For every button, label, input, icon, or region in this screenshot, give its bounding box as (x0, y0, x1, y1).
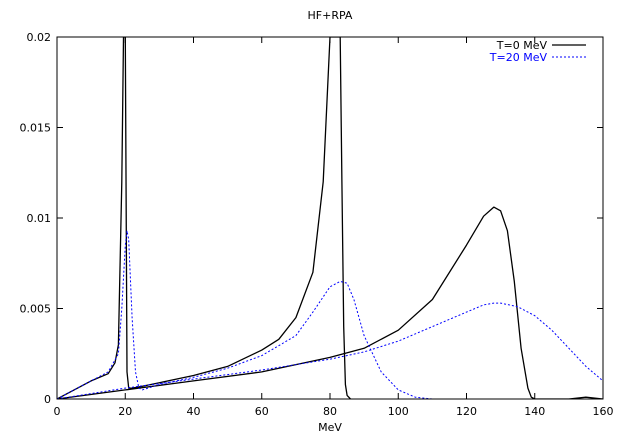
x-tick-label: 140 (524, 405, 545, 418)
x-tick-label: 100 (388, 405, 409, 418)
x-tick-label: 80 (323, 405, 337, 418)
y-tick-label: 0.01 (27, 212, 52, 225)
x-tick-label: 0 (54, 405, 61, 418)
x-tick-label: 20 (118, 405, 132, 418)
series-line-3 (57, 230, 433, 399)
y-tick-label: 0.015 (20, 122, 52, 135)
x-tick-label: 120 (456, 405, 477, 418)
legend-label: T=0 MeV (496, 39, 548, 52)
x-tick-label: 60 (255, 405, 269, 418)
legend-label: T=20 MeV (489, 51, 548, 64)
series-line-1 (57, 37, 351, 399)
x-tick-label: 40 (187, 405, 201, 418)
x-tick-label: 160 (593, 405, 614, 418)
y-tick-label: 0.02 (27, 31, 52, 44)
x-axis-label: MeV (318, 421, 342, 434)
y-tick-label: 0 (44, 393, 51, 406)
series-line-2 (57, 206, 603, 399)
y-tick-label: 0.005 (20, 303, 52, 316)
chart-title: HF+RPA (308, 9, 353, 22)
